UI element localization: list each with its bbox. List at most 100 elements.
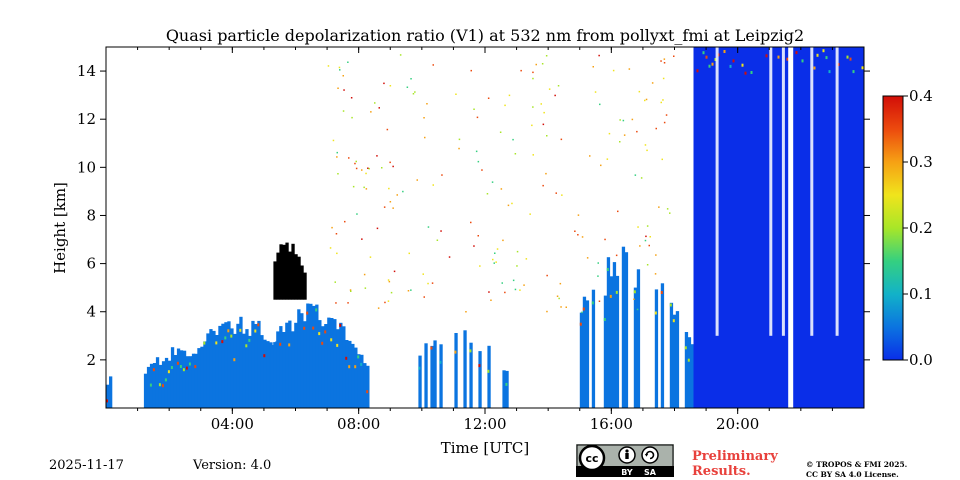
heat-cell (152, 363, 157, 408)
heat-cell (185, 356, 190, 408)
noise-dot (470, 69, 472, 72)
heat-cell (603, 295, 608, 408)
heat-cell (366, 365, 370, 408)
noise-dot (560, 138, 563, 141)
noise-dot (399, 54, 402, 56)
heat-cell (609, 276, 614, 408)
noise-dot (644, 239, 647, 242)
noise-dot (455, 93, 457, 95)
heat-speckle (591, 301, 594, 305)
noise-dot (426, 103, 428, 105)
y-tick-label: 6 (86, 255, 96, 273)
noise-dot (541, 63, 544, 65)
data-gap (715, 47, 719, 336)
heat-speckle (603, 318, 606, 321)
heat-cell (266, 341, 270, 408)
heat-cell (771, 47, 775, 408)
noise-dot (542, 123, 545, 126)
heat-cell (294, 322, 298, 408)
heat-speckle (315, 308, 318, 312)
heat-cell (705, 47, 709, 408)
heat-cell (357, 354, 361, 408)
heat-speckle (430, 346, 433, 350)
heat-cell (109, 376, 113, 408)
heat-cell (227, 321, 231, 408)
noise-dot (349, 289, 352, 291)
heat-speckle (418, 366, 421, 370)
noise-dot (654, 273, 657, 275)
noise-dot (392, 165, 394, 168)
heat-cell (606, 257, 611, 408)
noise-dot (495, 261, 497, 263)
heat-cell (675, 311, 680, 408)
heat-cell (786, 47, 790, 408)
heat-speckle (822, 49, 825, 53)
noise-dot (577, 234, 579, 236)
heat-speckle (306, 311, 309, 315)
heat-cell (339, 322, 343, 408)
heat-cell (753, 47, 757, 408)
noise-dot (619, 141, 621, 143)
heat-cell (717, 47, 721, 408)
noise-dot (376, 227, 379, 230)
noise-dot (335, 233, 338, 235)
noise-dot (378, 107, 380, 109)
noise-dot (364, 287, 367, 289)
heat-speckle (654, 311, 657, 315)
heat-cell (669, 302, 674, 408)
y-tick-label: 12 (77, 110, 96, 128)
x-tick-label: 16:00 (590, 415, 633, 433)
heatmap-region-afternoon-columns (579, 246, 695, 408)
version-label: Version: 4.0 (193, 458, 272, 473)
noise-dot (367, 167, 369, 169)
heat-cell (777, 47, 781, 408)
copyright-line-1: © TROPOS & FMI 2025. (806, 460, 908, 469)
heat-cell (209, 329, 213, 408)
noise-dot (491, 181, 494, 183)
noise-dot (512, 138, 514, 141)
noise-dot (560, 306, 562, 308)
heat-cell (750, 47, 754, 408)
heat-cell (732, 47, 736, 408)
heat-cell (279, 326, 283, 408)
preliminary-line-1: Preliminary (692, 449, 778, 464)
heat-cell (248, 335, 252, 408)
noise-dot (577, 214, 580, 216)
noise-dot (660, 101, 662, 104)
heat-cell (263, 339, 267, 408)
noise-dot (559, 282, 562, 285)
cc-by-sa-badge[interactable]: cc BY SA (576, 444, 674, 477)
noise-dot (383, 82, 385, 85)
heat-cell (363, 363, 367, 408)
heat-cell (741, 47, 745, 408)
heat-cell (615, 275, 620, 408)
heat-cell (276, 252, 280, 300)
heat-speckle (660, 291, 663, 294)
noise-dot (648, 244, 650, 247)
noise-dot (663, 121, 666, 124)
heat-cell (333, 319, 337, 408)
heat-cell (330, 318, 334, 408)
noise-dot (636, 308, 639, 311)
heat-cell (312, 305, 316, 408)
noise-dot (448, 256, 451, 258)
heat-cell (747, 47, 751, 408)
noise-dot (410, 78, 412, 80)
heat-speckle (357, 355, 360, 359)
heat-cell (612, 262, 617, 408)
heat-cell (624, 252, 629, 408)
heat-cell (463, 330, 467, 408)
heat-cell (804, 47, 808, 408)
noise-dot (502, 239, 504, 242)
heat-cell (424, 343, 428, 408)
heat-cell (792, 47, 796, 408)
heat-cell (315, 304, 319, 408)
heat-cell (360, 354, 364, 408)
noise-dot (458, 147, 460, 150)
chart-title: Quasi particle depolarization ratio (V1)… (166, 26, 804, 45)
noise-dot (655, 254, 657, 256)
noise-dot (665, 114, 668, 116)
by-text: BY (621, 468, 633, 477)
heat-cell (699, 47, 703, 408)
